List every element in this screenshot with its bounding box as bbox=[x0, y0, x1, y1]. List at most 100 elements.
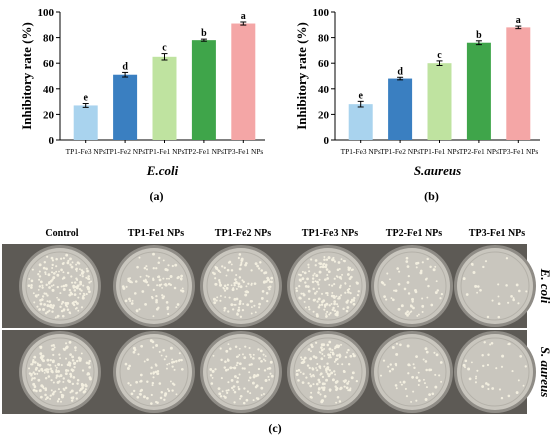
column-label: TP1-Fe3 NPs bbox=[302, 228, 358, 239]
petri-dish-grid: Control TP1-Fe1 NPs TP1-Fe2 NPs TP1-Fe3 NPs… bbox=[2, 228, 550, 435]
colony bbox=[336, 380, 339, 383]
colony bbox=[52, 353, 55, 357]
colony bbox=[223, 306, 227, 310]
colony bbox=[139, 379, 143, 383]
colony bbox=[525, 290, 528, 293]
colony bbox=[179, 277, 183, 281]
colony bbox=[486, 363, 490, 367]
colony bbox=[345, 386, 349, 390]
colony bbox=[390, 297, 393, 300]
colony bbox=[165, 277, 168, 280]
colony bbox=[59, 357, 61, 360]
colony bbox=[238, 347, 241, 350]
colony bbox=[333, 300, 337, 304]
colony bbox=[332, 306, 335, 310]
colony bbox=[415, 266, 418, 269]
colony bbox=[234, 278, 237, 281]
colony bbox=[462, 277, 466, 281]
colony bbox=[214, 282, 218, 286]
colony bbox=[250, 269, 253, 272]
colony bbox=[48, 286, 51, 289]
colony bbox=[169, 283, 173, 287]
colony bbox=[48, 300, 52, 303]
bar bbox=[388, 78, 413, 140]
colony bbox=[45, 368, 48, 371]
colony bbox=[320, 303, 324, 306]
colony bbox=[344, 355, 348, 359]
colony bbox=[424, 360, 428, 363]
colony bbox=[157, 306, 160, 310]
dish-agar bbox=[374, 334, 450, 410]
colony bbox=[319, 367, 322, 370]
colony bbox=[464, 366, 466, 369]
panel-label: (a) bbox=[150, 189, 164, 203]
dish-inner-ring bbox=[206, 337, 276, 407]
colony bbox=[334, 373, 337, 376]
colony bbox=[295, 287, 298, 290]
x-tick-label: TP2-Fe1 NPs bbox=[184, 147, 224, 156]
colony bbox=[383, 283, 386, 286]
colony bbox=[237, 285, 240, 288]
colony bbox=[267, 286, 270, 289]
colony bbox=[440, 380, 443, 383]
colony bbox=[157, 261, 161, 264]
colony bbox=[405, 395, 409, 398]
colony bbox=[46, 294, 49, 297]
colony bbox=[325, 258, 329, 261]
colony bbox=[244, 263, 247, 267]
colony bbox=[237, 256, 240, 260]
colony bbox=[68, 380, 72, 384]
colony bbox=[37, 293, 40, 296]
colony bbox=[260, 386, 264, 390]
colony bbox=[143, 266, 147, 270]
colony bbox=[233, 401, 236, 404]
colony bbox=[67, 369, 70, 372]
colony bbox=[224, 368, 228, 372]
colony bbox=[438, 374, 441, 377]
colony bbox=[402, 380, 406, 384]
colony bbox=[62, 308, 66, 311]
colony bbox=[421, 310, 424, 313]
colony bbox=[38, 363, 42, 367]
colony bbox=[234, 303, 237, 306]
colony bbox=[219, 271, 222, 274]
colony bbox=[32, 382, 36, 386]
colony bbox=[337, 305, 340, 308]
colony bbox=[313, 375, 316, 378]
colony bbox=[315, 382, 319, 386]
colony bbox=[180, 367, 184, 371]
colony bbox=[507, 343, 510, 346]
colony bbox=[175, 360, 178, 363]
colony bbox=[68, 361, 72, 365]
colony bbox=[167, 389, 171, 393]
colony bbox=[52, 381, 55, 384]
bar bbox=[113, 74, 138, 140]
colony bbox=[225, 389, 228, 392]
colony bbox=[517, 379, 520, 382]
colony bbox=[149, 372, 153, 375]
colony bbox=[171, 365, 174, 368]
colony bbox=[217, 387, 221, 391]
colony bbox=[333, 360, 336, 363]
colony bbox=[250, 306, 253, 309]
colony bbox=[235, 355, 239, 359]
colony bbox=[36, 372, 39, 375]
colony bbox=[424, 347, 428, 351]
colony bbox=[349, 387, 352, 390]
colony bbox=[486, 315, 490, 319]
colony bbox=[315, 274, 319, 278]
colony bbox=[491, 299, 494, 302]
colony bbox=[52, 304, 55, 307]
dish-inner-ring bbox=[293, 251, 363, 321]
colony bbox=[326, 274, 329, 276]
colony bbox=[79, 280, 83, 284]
colony bbox=[505, 284, 508, 287]
colony bbox=[80, 269, 84, 272]
panel-label: (c) bbox=[268, 421, 281, 435]
colony bbox=[62, 288, 66, 291]
colony bbox=[485, 382, 488, 385]
colony bbox=[244, 290, 247, 293]
colony bbox=[470, 361, 473, 364]
colony bbox=[46, 300, 49, 303]
colony bbox=[254, 311, 257, 314]
